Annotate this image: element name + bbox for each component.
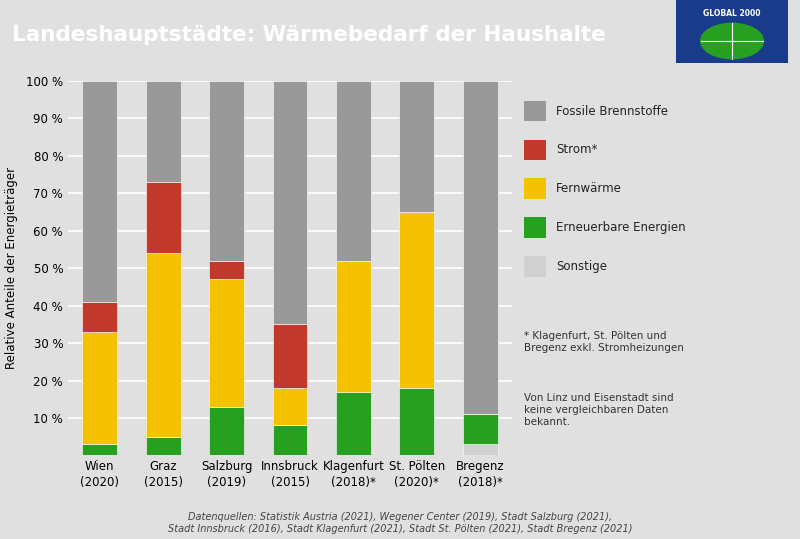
Bar [82, 81, 117, 302]
Bar [336, 392, 371, 455]
Bar [273, 425, 307, 455]
Text: Strom*: Strom* [556, 143, 598, 156]
Bar [336, 261, 371, 392]
Bar [146, 182, 181, 253]
Text: * Klagenfurt, St. Pölten und
Bregenz exkl. Stromheizungen: * Klagenfurt, St. Pölten und Bregenz exk… [524, 331, 684, 353]
Text: Landeshauptstädte: Wärmebedarf der Haushalte: Landeshauptstädte: Wärmebedarf der Haush… [12, 25, 606, 45]
Bar [146, 437, 181, 455]
Bar [399, 388, 434, 455]
Bar [463, 414, 498, 444]
Text: Fernwärme: Fernwärme [556, 182, 622, 195]
Bar [146, 253, 181, 437]
Bar [273, 81, 307, 324]
Circle shape [701, 23, 763, 59]
Bar [273, 324, 307, 388]
Text: Fossile Brennstoffe: Fossile Brennstoffe [556, 105, 668, 118]
Bar [82, 302, 117, 332]
Bar [82, 332, 117, 444]
Bar [209, 407, 244, 455]
Bar [399, 81, 434, 212]
Y-axis label: Relative Anteile der Energieträger: Relative Anteile der Energieträger [5, 167, 18, 369]
Text: Sonstige: Sonstige [556, 260, 607, 273]
Bar [399, 212, 434, 388]
Text: Von Linz und Eisenstadt sind
keine vergleichbaren Daten
bekannt.: Von Linz und Eisenstadt sind keine vergl… [524, 393, 674, 427]
Bar [82, 444, 117, 455]
Bar [209, 81, 244, 261]
Bar [463, 444, 498, 455]
Bar [463, 81, 498, 414]
Text: Erneuerbare Energien: Erneuerbare Energien [556, 221, 686, 234]
Bar [209, 261, 244, 279]
Bar [273, 388, 307, 425]
Bar [336, 81, 371, 261]
Bar [209, 279, 244, 407]
Text: GLOBAL 2000: GLOBAL 2000 [703, 9, 761, 18]
Text: Datenquellen: Statistik Austria (2021), Wegener Center (2019), Stadt Salzburg (2: Datenquellen: Statistik Austria (2021), … [168, 512, 632, 534]
Bar [146, 81, 181, 182]
